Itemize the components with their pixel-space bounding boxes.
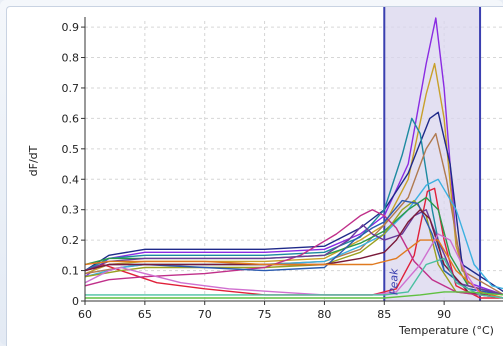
x-tick-label: 80 [317, 308, 331, 321]
series-line-16 [85, 257, 503, 299]
y-tick-label: 0.8 [62, 52, 80, 65]
y-tick-label: 0.6 [62, 112, 80, 125]
x-tick-label: 60 [78, 308, 92, 321]
peak-region[interactable] [383, 7, 482, 301]
y-tick-label: 0.2 [62, 234, 80, 247]
axes [81, 17, 503, 305]
tick-labels: 0 0.1 0.2 0.3 0.4 0.5 0.6 0.7 0.8 0.9 60 65 70 75 80 85… [62, 21, 452, 321]
series-line-3 [84, 111, 503, 293]
chart-panel: 0 0.1 0.2 0.3 0.4 0.5 0.6 0.7 0.8 0.9 60 65 70 75 80 85… [6, 6, 503, 346]
y-tick-label: 0.9 [62, 21, 80, 34]
series-group [84, 17, 503, 299]
x-axis-label: Temperature (°C) [398, 324, 494, 337]
melt-curve-chart: 0 0.1 0.2 0.3 0.4 0.5 0.6 0.7 0.8 0.9 60 65 70 75 80 85… [27, 7, 503, 337]
peak-label: Peak [387, 268, 400, 295]
x-tick-label: 90 [437, 308, 451, 321]
y-tick-label: 0.7 [62, 82, 80, 95]
series-line-17 [85, 291, 503, 299]
y-tick-label: 0.3 [62, 204, 80, 217]
x-tick-label: 65 [138, 308, 152, 321]
y-axis-label: dF/dT [27, 145, 40, 176]
series-line-11 [84, 199, 503, 296]
series-line-14 [84, 239, 503, 299]
series-line-9 [84, 199, 503, 299]
series-line-13 [84, 209, 503, 299]
y-tick-label: 0.4 [62, 173, 80, 186]
x-tick-label: 70 [198, 308, 212, 321]
x-tick-label: 85 [377, 308, 391, 321]
x-tick-label: 75 [258, 308, 272, 321]
y-tick-label: 0 [72, 295, 79, 308]
peak-region-fill [384, 7, 481, 301]
y-tick-label: 0.1 [62, 265, 80, 278]
series-line-10 [84, 209, 503, 299]
y-tick-label: 0.5 [62, 143, 80, 156]
